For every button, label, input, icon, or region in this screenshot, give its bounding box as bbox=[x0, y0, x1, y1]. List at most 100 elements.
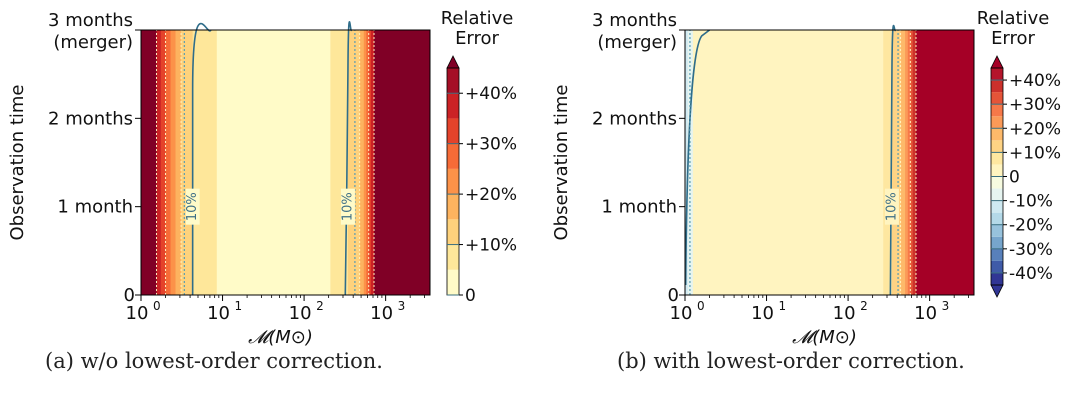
colorbar-segment bbox=[991, 176, 1003, 189]
colorbar-tick-label: +30% bbox=[1009, 95, 1061, 115]
colorbar-segment bbox=[991, 224, 1003, 237]
error-band bbox=[685, 30, 688, 295]
plot-frame bbox=[140, 29, 431, 296]
colorbar-segment bbox=[991, 164, 1003, 177]
colorbar-tick-label: -40% bbox=[1009, 264, 1053, 284]
contour-line-10pct-left bbox=[191, 22, 212, 296]
x-tick-exponent: 1 bbox=[779, 299, 787, 313]
x-axis-label: 𝓜(M⊙) bbox=[792, 327, 857, 348]
x-tick-label: 10 bbox=[914, 303, 937, 324]
colorbar-tick-label: 0 bbox=[1009, 168, 1020, 188]
contour-label: 10% bbox=[185, 192, 200, 221]
contour-line-10pct-right bbox=[344, 21, 353, 296]
y-tick-label: 3 months bbox=[592, 10, 677, 31]
contour-label-bg bbox=[340, 188, 355, 225]
x-tick-label: 10 bbox=[207, 303, 230, 324]
colorbar-segment bbox=[991, 116, 1003, 129]
y-tick-label: 2 months bbox=[592, 108, 677, 129]
error-band bbox=[374, 30, 430, 295]
colorbar-segment bbox=[447, 244, 459, 270]
x-tick-label: 10 bbox=[833, 303, 856, 324]
colorbar-segment bbox=[447, 118, 459, 144]
y-tick-label: 0 bbox=[124, 285, 135, 306]
colorbar-tick-label: +20% bbox=[1009, 119, 1061, 139]
error-band bbox=[915, 30, 974, 295]
contour-label: 10% bbox=[340, 192, 355, 221]
colorbar-segment bbox=[447, 68, 459, 94]
y-axis-label: Observation time bbox=[7, 85, 28, 241]
colorbar-segment bbox=[991, 272, 1003, 285]
colorbar-title: Relative bbox=[441, 8, 514, 29]
colorbar-segment bbox=[991, 248, 1003, 261]
x-tick-label: 10 bbox=[751, 303, 774, 324]
colorbar-tick-label: +40% bbox=[465, 84, 517, 104]
y-tick-label: 0 bbox=[668, 285, 679, 306]
x-tick-label: 10 bbox=[370, 303, 393, 324]
colorbar-segment bbox=[991, 68, 1003, 81]
colorbar-segment bbox=[991, 188, 1003, 201]
colorbar-tick-label: +10% bbox=[465, 236, 517, 256]
colorbar-extend-max bbox=[990, 55, 1004, 69]
x-tick-exponent: 3 bbox=[942, 299, 950, 313]
x-tick-label: 10 bbox=[289, 303, 312, 324]
y-tick-label: 2 months bbox=[48, 108, 133, 129]
caption-b: (b) with lowest-order correction. bbox=[617, 349, 965, 373]
x-tick-exponent: 2 bbox=[316, 299, 324, 313]
colorbar-segment bbox=[991, 92, 1003, 105]
y-axis-label: Observation time bbox=[551, 85, 572, 241]
colorbar-segment bbox=[447, 219, 459, 245]
colorbar-segment bbox=[447, 168, 459, 195]
x-axis-label: 𝓜(M⊙) bbox=[248, 327, 313, 348]
x-tick-exponent: 2 bbox=[860, 299, 868, 313]
colorbar-tick-label: 0 bbox=[465, 286, 476, 306]
error-band bbox=[141, 30, 157, 295]
x-tick-exponent: 3 bbox=[398, 299, 406, 313]
y-tick-label: 1 month bbox=[57, 197, 133, 218]
y-tick-label: 1 month bbox=[601, 197, 677, 218]
contour-line-10pct bbox=[889, 24, 897, 296]
colorbar-segment bbox=[991, 260, 1003, 273]
x-tick-exponent: 0 bbox=[697, 299, 705, 313]
error-band bbox=[685, 30, 693, 295]
colorbar-segment bbox=[991, 200, 1003, 213]
x-tick-exponent: 0 bbox=[153, 299, 161, 313]
colorbar-segment bbox=[991, 128, 1003, 141]
colorbar-tick-label: +40% bbox=[1009, 71, 1061, 91]
colorbar-tick-label: +10% bbox=[1009, 143, 1061, 163]
colorbar-title: Error bbox=[991, 28, 1035, 49]
colorbar-tick-label: -30% bbox=[1009, 240, 1053, 260]
x-tick-exponent: 1 bbox=[235, 299, 243, 313]
y-tick-label: 3 months bbox=[48, 10, 133, 31]
y-tick-sublabel: (merger) bbox=[597, 32, 677, 53]
caption-a: (a) w/o lowest-order correction. bbox=[45, 349, 383, 373]
colorbar-tick-label: -20% bbox=[1009, 216, 1053, 236]
colorbar-extend-min bbox=[990, 284, 1004, 298]
colorbar-segment bbox=[447, 93, 459, 119]
colorbar-segment bbox=[991, 236, 1003, 249]
colorbar-segment bbox=[447, 269, 459, 295]
colorbar-segment bbox=[447, 143, 459, 169]
colorbar-segment bbox=[991, 104, 1003, 117]
colorbar-segment bbox=[447, 194, 459, 220]
contour-label-bg bbox=[884, 188, 899, 225]
colorbar-tick-label: +20% bbox=[465, 185, 517, 205]
contour-line-neg10pct bbox=[684, 29, 711, 286]
contour-label-bg bbox=[185, 188, 200, 225]
colorbar-title: Error bbox=[455, 28, 499, 49]
x-tick-label: 10 bbox=[670, 303, 693, 324]
colorbar-tick-label: -10% bbox=[1009, 192, 1053, 212]
colorbar-segment bbox=[991, 152, 1003, 165]
contour-label: 10% bbox=[884, 192, 899, 221]
colorbar-segment bbox=[991, 140, 1003, 153]
colorbar-segment bbox=[991, 212, 1003, 225]
colorbar-segment bbox=[991, 80, 1003, 93]
plot-frame bbox=[684, 29, 975, 296]
colorbar-tick-label: +30% bbox=[465, 135, 517, 155]
colorbar-extend-max bbox=[446, 55, 460, 69]
y-tick-sublabel: (merger) bbox=[53, 32, 133, 53]
x-tick-label: 10 bbox=[126, 303, 149, 324]
colorbar-title: Relative bbox=[977, 8, 1050, 29]
